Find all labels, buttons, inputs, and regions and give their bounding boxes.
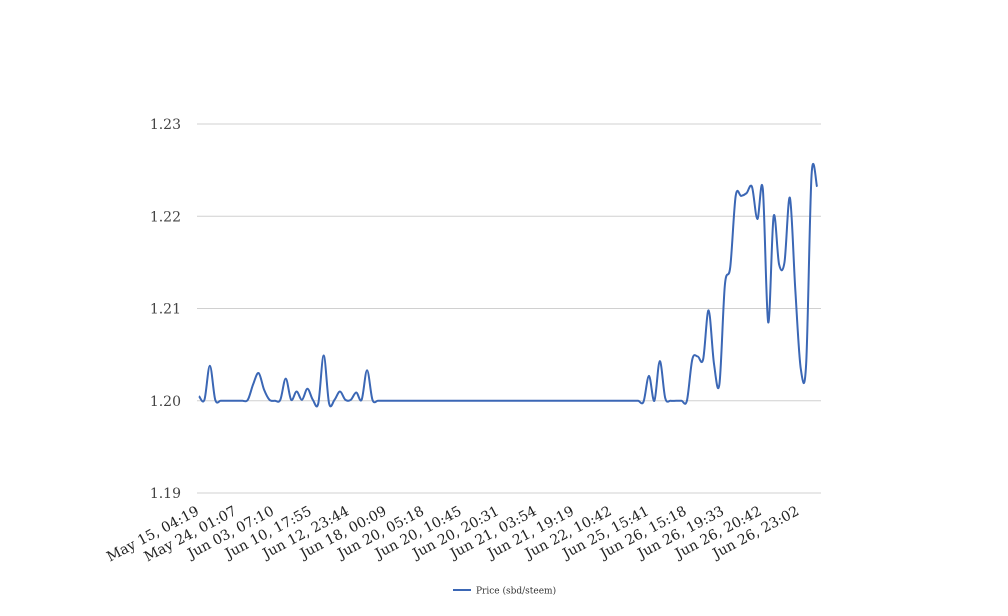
y-tick-label: 1.21 <box>150 302 181 318</box>
y-axis-ticks: 1.19 1.20 1.21 1.22 1.23 <box>150 117 181 502</box>
y-tick-label: 1.20 <box>150 394 181 410</box>
y-tick-label: 1.19 <box>150 486 181 502</box>
series-layer <box>198 163 818 408</box>
legend[interactable]: Price (sbd/steem) <box>453 586 556 597</box>
legend-label: Price (sbd/steem) <box>476 586 556 597</box>
gridlines <box>197 123 821 494</box>
series-line-price <box>198 163 818 408</box>
y-tick-label: 1.23 <box>150 117 181 133</box>
y-tick-label: 1.22 <box>150 209 181 225</box>
